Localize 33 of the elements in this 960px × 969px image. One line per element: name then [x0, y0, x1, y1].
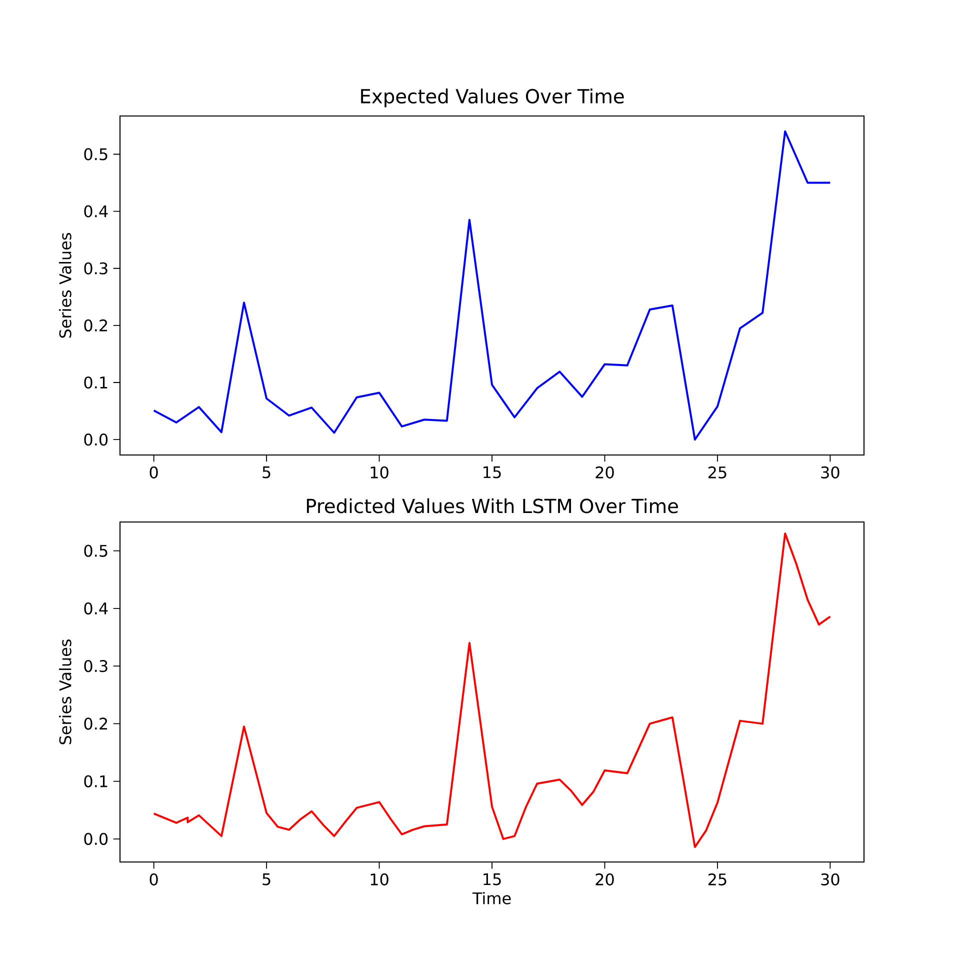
x-tick-label: 10 [370, 466, 388, 478]
x-tick-label: 0 [150, 466, 158, 478]
chart-title: Predicted Values With LSTM Over Time [306, 498, 678, 514]
y-tick-label: 0.2 [84, 718, 108, 730]
x-tick-label: 20 [596, 466, 614, 478]
y-tick-label: 0.2 [84, 319, 108, 332]
x-tick-label: 30 [821, 873, 840, 886]
x-tick-label: 20 [596, 873, 614, 886]
y-axis-title: Series Values [58, 639, 72, 744]
x-tick-label: 25 [708, 873, 726, 886]
x-tick-label: 25 [708, 466, 726, 478]
y-axis-title: Series Values [58, 232, 72, 338]
x-tick-label: 10 [370, 873, 388, 886]
y-tick-label: 0.4 [84, 205, 108, 218]
y-tick-label: 0.0 [84, 434, 108, 446]
x-tick-label: 5 [262, 466, 270, 478]
y-tick-label: 0.1 [84, 376, 108, 389]
x-tick-label: 5 [262, 873, 270, 886]
y-tick-label: 0.5 [84, 148, 108, 160]
y-tick-label: 0.5 [84, 544, 108, 557]
x-axis-title: Time [472, 892, 511, 904]
x-tick-label: 15 [484, 873, 501, 886]
y-tick-label: 0.4 [84, 602, 108, 614]
y-tick-label: 0.1 [84, 775, 108, 788]
chart-title: Expected Values Over Time [361, 88, 624, 108]
x-tick-label: 0 [150, 873, 158, 886]
line-series [152, 130, 832, 441]
y-tick-label: 0.0 [84, 832, 108, 845]
y-tick-label: 0.3 [84, 660, 108, 672]
line-series [152, 532, 832, 848]
y-tick-label: 0.3 [84, 262, 108, 274]
x-tick-label: 15 [484, 466, 501, 478]
x-tick-label: 30 [821, 466, 840, 478]
